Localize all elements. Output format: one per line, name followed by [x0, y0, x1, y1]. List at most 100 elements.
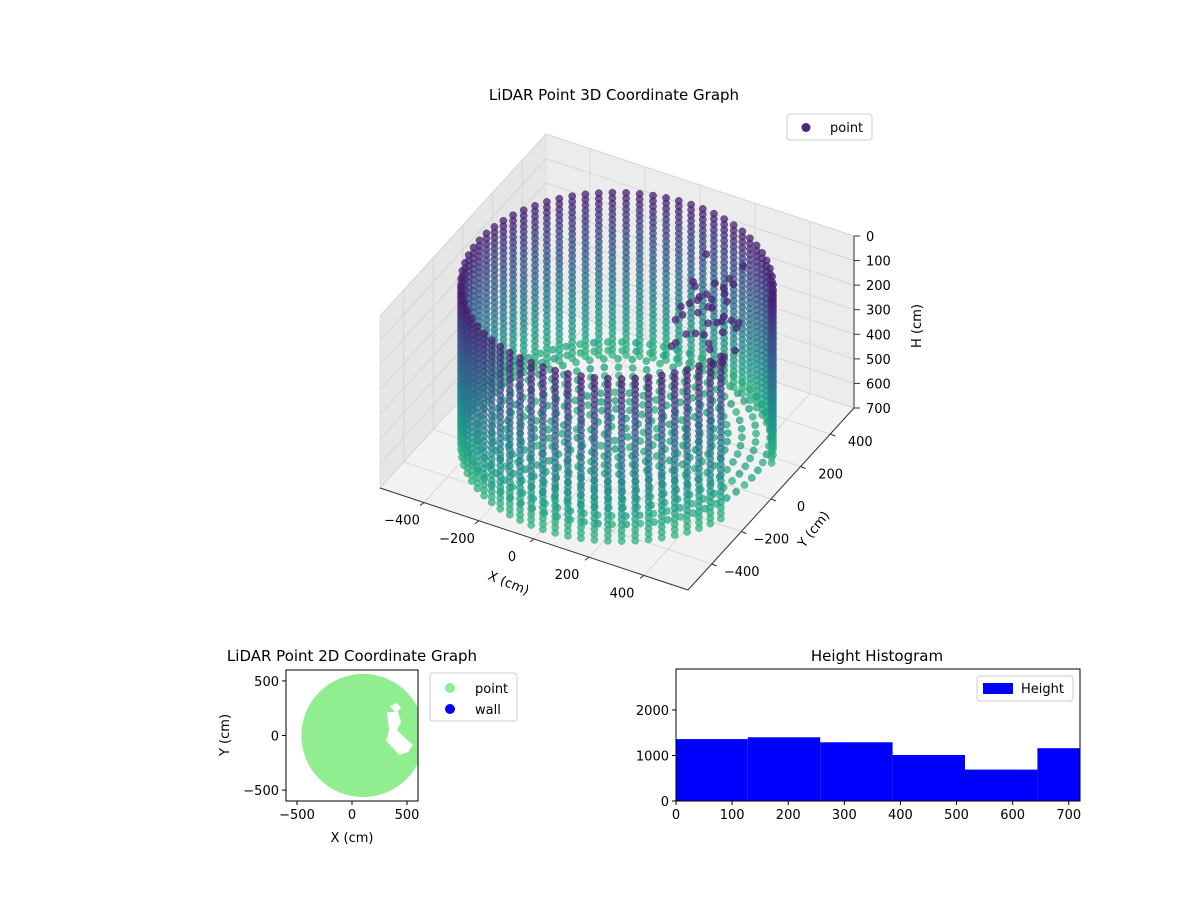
chart-2d-x-axis-label: X (cm) [331, 831, 374, 846]
chart-3d-point [740, 263, 747, 270]
chart-3d-point [619, 347, 626, 354]
histogram-y-tick-label: 1000 [636, 749, 669, 764]
chart-3d-point [741, 397, 748, 404]
chart-3d-point [618, 339, 625, 346]
chart-3d-point [660, 343, 667, 350]
histogram-bar [965, 770, 1037, 801]
chart-3d-point [615, 364, 622, 371]
chart-3d-point [696, 293, 703, 300]
chart-3d-point [481, 492, 488, 499]
chart-2d-y-axis-label: Y (cm) [218, 714, 233, 757]
chart-3d-point [528, 521, 535, 528]
histogram-x-tick-label: 300 [832, 808, 857, 823]
chart-3d-point [564, 352, 571, 359]
chart-2d-x-tick-label: −500 [279, 808, 315, 823]
chart-3d-point [763, 451, 770, 458]
chart-3d-point [718, 318, 725, 325]
chart-2d-legend-marker-point [445, 683, 455, 693]
chart-3d-point [645, 536, 652, 543]
chart-3d-point [684, 528, 691, 535]
histogram-legend-swatch [983, 683, 1013, 694]
chart-3d-point [719, 329, 726, 336]
chart-3d-point [734, 390, 741, 397]
chart-3d-legend: point [787, 114, 872, 140]
chart-3d-y-tick-label: 400 [848, 435, 873, 450]
chart-3d-point [752, 438, 759, 445]
chart-3d-point [727, 383, 734, 390]
chart-3d-point [695, 525, 702, 532]
chart-3d-z-tick-label: 700 [866, 402, 891, 417]
chart-3d-y-tick-label: 200 [818, 468, 843, 483]
chart-3d-point [686, 300, 693, 307]
histogram-x-tick-label: 400 [888, 808, 913, 823]
chart-3d-point [679, 311, 686, 318]
chart-3d-point [711, 280, 718, 287]
chart-3d-z-tick-label: 400 [866, 328, 891, 343]
chart-3d-point [559, 362, 566, 369]
chart-3d-point [632, 339, 639, 346]
chart-3d-point [673, 355, 680, 362]
chart-3d-point [551, 355, 558, 362]
chart-3d-point [724, 438, 731, 445]
chart-3d-x-tick-label: 200 [555, 568, 580, 583]
histogram-y-tick-label: 0 [661, 795, 669, 810]
chart-3d-point [677, 303, 684, 310]
chart-3d-point [586, 357, 593, 364]
histogram-x-tick-label: 200 [776, 808, 801, 823]
chart-3d-point [658, 534, 665, 541]
chart-3d-point [739, 378, 746, 385]
chart-3d-point [577, 349, 584, 356]
chart-3d-point [646, 341, 653, 348]
chart-3d-point [738, 434, 745, 441]
chart-3d-point [741, 481, 748, 488]
chart-3d-point [717, 515, 724, 522]
chart-3d-point [597, 390, 604, 397]
chart-3d-point [632, 537, 639, 544]
histogram-legend-label: Height [1021, 682, 1064, 697]
chart-2d-legend-label-wall: wall [475, 703, 501, 718]
chart-3d-point [754, 467, 761, 474]
chart-3d-point [720, 284, 727, 291]
chart-3d-point [598, 398, 605, 405]
chart-3d-point [629, 364, 636, 371]
histogram-bar [893, 755, 965, 801]
chart-3d-point [686, 360, 693, 367]
chart-2d-y-tick-label: −500 [243, 784, 279, 799]
histogram-title: Height Histogram [811, 647, 943, 665]
chart-3d-point [721, 290, 728, 297]
chart-3d-point [539, 526, 546, 533]
chart-3d-point [517, 517, 524, 524]
chart-3d-point [587, 365, 594, 372]
chart-3d-point [736, 417, 743, 424]
chart-3d-point [590, 339, 597, 346]
chart-3d-point [704, 320, 711, 327]
chart-3d-point [552, 529, 559, 536]
chart-3d-point [624, 433, 631, 440]
chart-2d-y-tick-label: 0 [271, 730, 279, 745]
histogram-bar [676, 739, 748, 801]
chart-3d-x-tick-label: 0 [508, 550, 516, 565]
chart-3d-point [733, 488, 740, 495]
chart-3d-point [611, 437, 618, 444]
chart-3d-point [672, 339, 679, 346]
chart-3d-point [572, 359, 579, 366]
chart-3d-point [506, 511, 513, 518]
chart-3d-z-tick-label: 600 [866, 377, 891, 392]
chart-3d-point [742, 463, 749, 470]
chart-3d-point [724, 298, 731, 305]
chart-2d-title: LiDAR Point 2D Coordinate Graph [227, 647, 477, 665]
chart-3d-point [672, 316, 679, 323]
chart-2d-legend-label-point: point [475, 682, 508, 697]
chart-3d-point [698, 355, 705, 362]
chart-3d-point [537, 350, 544, 357]
chart-3d-point [735, 319, 742, 326]
chart-3d-point [601, 364, 608, 371]
chart-3d-z-tick-label: 200 [866, 279, 891, 294]
chart-3d-point [734, 450, 741, 457]
chart-3d-point [643, 358, 650, 365]
chart-3d-z-axis-label: H (cm) [910, 304, 925, 348]
chart-3d-point [563, 343, 570, 350]
chart-3d-x-tick-label: −200 [439, 532, 475, 547]
histogram-bar [820, 742, 892, 801]
chart-2d-point-cloud [301, 674, 424, 797]
